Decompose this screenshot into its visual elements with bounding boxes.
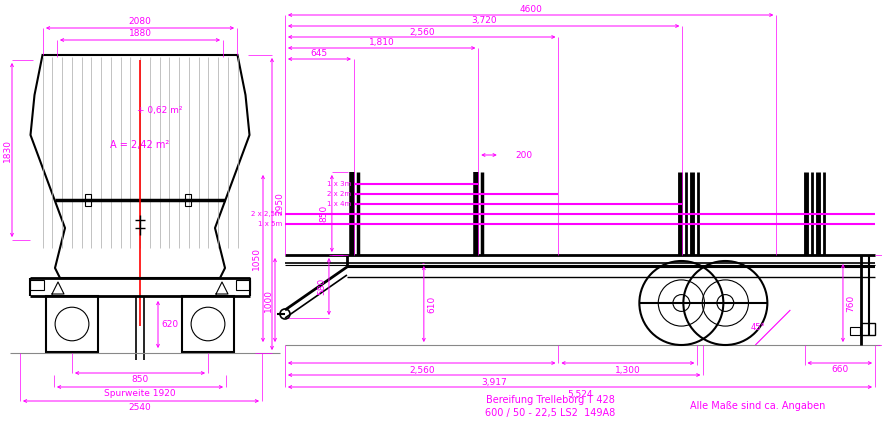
Text: 4600: 4600	[519, 5, 542, 14]
Text: 1 x 3m: 1 x 3m	[326, 181, 351, 187]
Text: 2 x 2,5m: 2 x 2,5m	[251, 211, 282, 217]
Text: Alle Maße sind ca. Angaben: Alle Maße sind ca. Angaben	[690, 401, 825, 411]
Text: A = 2,42 m²: A = 2,42 m²	[110, 140, 169, 150]
Text: 850: 850	[131, 375, 149, 384]
Bar	[236, 280, 250, 290]
Text: 620: 620	[161, 320, 178, 329]
Text: 610: 610	[428, 295, 437, 313]
Text: 1880: 1880	[129, 30, 152, 39]
Text: 2,560: 2,560	[409, 27, 435, 36]
Text: 2,560: 2,560	[409, 366, 435, 375]
Text: 1050: 1050	[251, 247, 260, 270]
Bar	[46, 296, 98, 352]
Text: + 0,62 m²: + 0,62 m²	[138, 105, 183, 115]
Text: 1,300: 1,300	[615, 366, 640, 375]
Text: 200: 200	[515, 151, 533, 159]
Text: 45°: 45°	[751, 323, 766, 332]
Text: 850: 850	[319, 205, 328, 222]
Text: 1000: 1000	[264, 289, 273, 311]
Bar	[850, 327, 860, 335]
Text: 2 x 2m: 2 x 2m	[326, 191, 351, 197]
Text: 1830: 1830	[3, 138, 11, 161]
Text: 580: 580	[318, 278, 326, 295]
Bar	[30, 280, 44, 290]
Bar	[182, 296, 234, 352]
Text: 600 / 50 - 22,5 LS2  149A8: 600 / 50 - 22,5 LS2 149A8	[485, 408, 615, 418]
Text: 2540: 2540	[129, 404, 152, 413]
Text: 660: 660	[831, 366, 848, 375]
Text: 5,524: 5,524	[567, 389, 593, 399]
Text: 3,720: 3,720	[471, 17, 497, 26]
Text: 2950: 2950	[275, 193, 285, 215]
Text: Spurweite 1920: Spurweite 1920	[104, 389, 176, 399]
Text: 760: 760	[847, 294, 856, 312]
Text: Bereifung Trelleborg T 428: Bereifung Trelleborg T 428	[486, 395, 615, 405]
Text: 3,917: 3,917	[482, 378, 507, 387]
Bar	[185, 194, 191, 206]
Bar	[861, 323, 875, 335]
Text: 1 x 5m: 1 x 5m	[258, 221, 282, 227]
Text: 1 x 4m: 1 x 4m	[326, 201, 351, 207]
Bar	[85, 194, 91, 206]
Text: 2080: 2080	[129, 17, 152, 26]
Text: 645: 645	[310, 49, 328, 59]
Text: 1,810: 1,810	[369, 39, 394, 47]
